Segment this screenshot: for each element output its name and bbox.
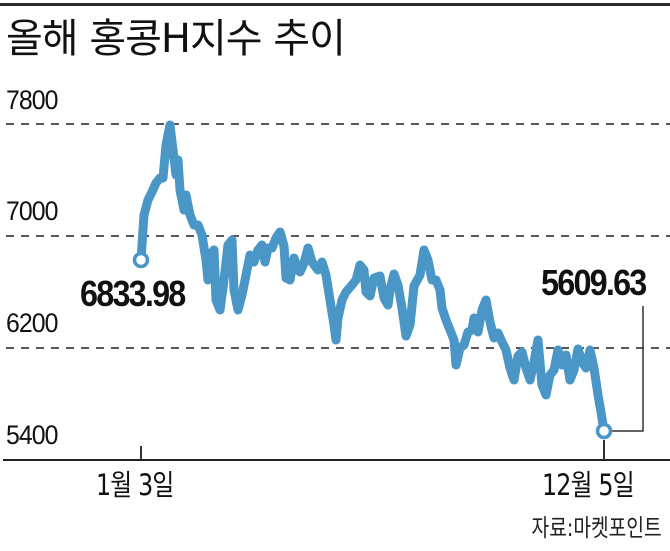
- top-rule: [0, 3, 670, 6]
- y-tick-6200: 6200: [6, 308, 59, 338]
- y-tick-5400: 5400: [6, 420, 59, 450]
- start-value-label: 6833.98: [80, 273, 186, 314]
- end-value-label: 5609.63: [541, 262, 647, 303]
- y-tick-7000: 7000: [6, 196, 59, 226]
- source-note: 자료:마켓포인트: [531, 514, 662, 542]
- start-point-marker: [132, 251, 150, 269]
- x-tick-label-end: 12월 5일: [542, 468, 635, 502]
- series-line-hscei: [136, 120, 609, 436]
- end-callout-line: [611, 306, 644, 432]
- x-tick-label-start: 1월 3일: [96, 468, 174, 502]
- end-point-marker: [595, 422, 613, 440]
- chart-title: 올해 홍콩H지수 추이: [6, 16, 346, 62]
- gridlines: [6, 123, 670, 349]
- y-tick-7800: 7800: [6, 85, 59, 115]
